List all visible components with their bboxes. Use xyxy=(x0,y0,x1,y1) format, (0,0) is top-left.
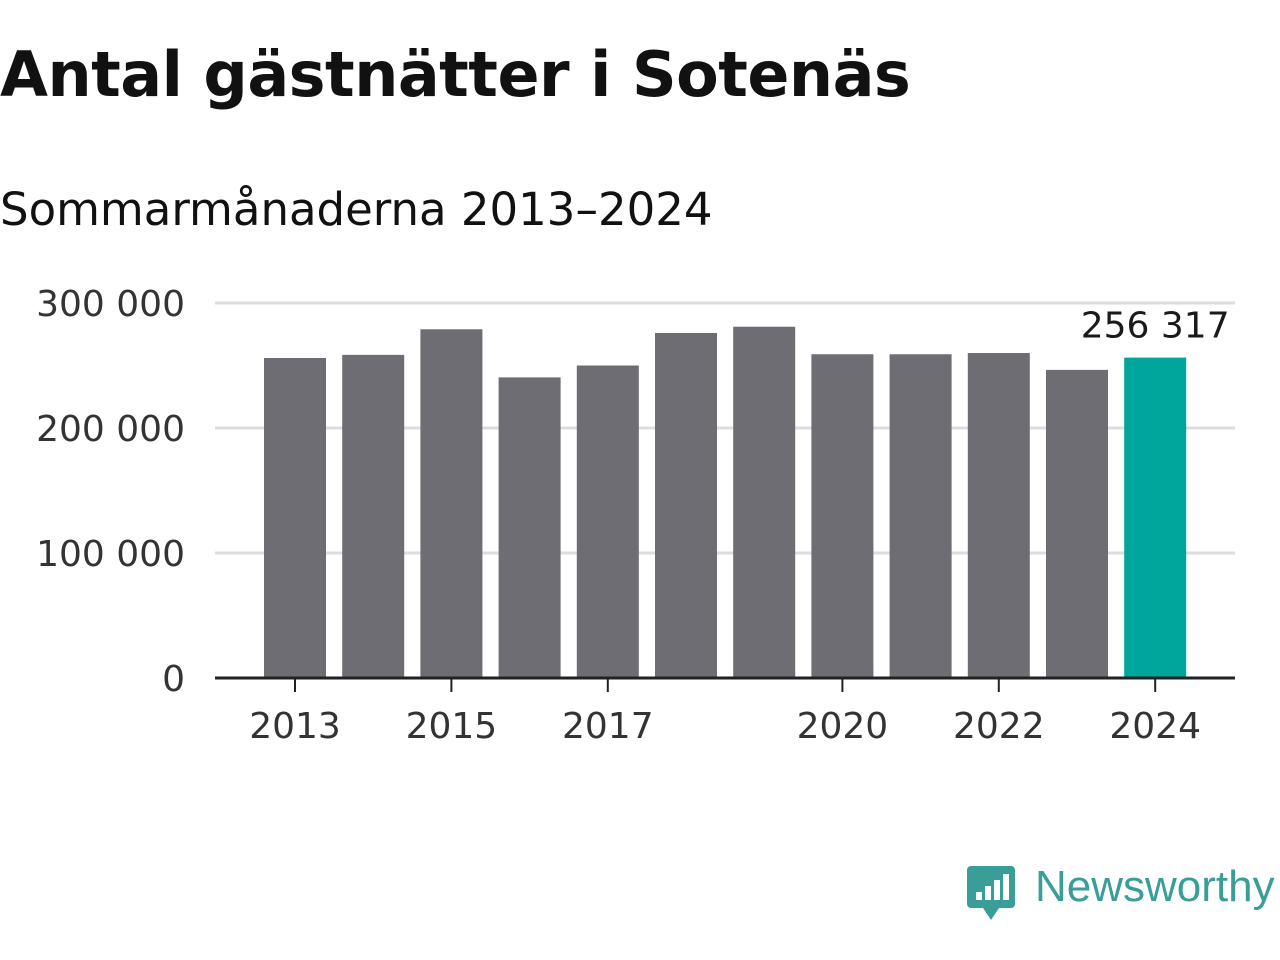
x-tick-label: 2024 xyxy=(1109,706,1201,747)
chart-title: Antal gästnätter i Sotenäs xyxy=(0,38,911,111)
y-tick-label: 100 000 xyxy=(36,534,185,575)
bar-2022 xyxy=(967,353,1030,678)
y-tick-label: 200 000 xyxy=(36,409,185,450)
bar-chart: 0 100 000 200 000 300 000 2013 2015 2017 2020 20… xyxy=(36,284,1235,747)
newsworthy-logo: Newsworthy xyxy=(965,862,1275,926)
newsworthy-bar-chart-icon xyxy=(967,866,1015,920)
x-tick-label: 2022 xyxy=(953,706,1045,747)
bar-2014 xyxy=(342,354,405,678)
bar-2017 xyxy=(576,365,639,678)
brand-name: Newsworthy xyxy=(1035,862,1275,911)
bar-2020 xyxy=(811,354,874,678)
y-tick-label: 300 000 xyxy=(36,284,185,325)
x-tick-label: 2017 xyxy=(562,706,654,747)
bar-2013 xyxy=(264,358,326,678)
x-tick-label: 2013 xyxy=(249,706,341,747)
chart-subtitle: Sommarmånaderna 2013–2024 xyxy=(0,183,713,236)
labels: 0 100 000 200 000 300 000 2013 2015 2017 2020 20… xyxy=(36,284,1234,747)
x-tick-label: 2015 xyxy=(406,706,498,747)
bar-2015 xyxy=(420,329,483,678)
bars xyxy=(264,326,1187,678)
axes xyxy=(215,676,1235,692)
bar-2018 xyxy=(655,333,717,678)
x-tick-label: 2020 xyxy=(797,706,889,747)
bar-2024 xyxy=(1124,357,1187,678)
bar-2016 xyxy=(498,377,561,678)
bar-2019 xyxy=(733,326,796,678)
highlight-data-label: 256 317 xyxy=(1081,306,1230,347)
bar-2023 xyxy=(1046,369,1108,678)
y-tick-label: 0 xyxy=(162,659,185,700)
bar-2021 xyxy=(889,354,952,678)
